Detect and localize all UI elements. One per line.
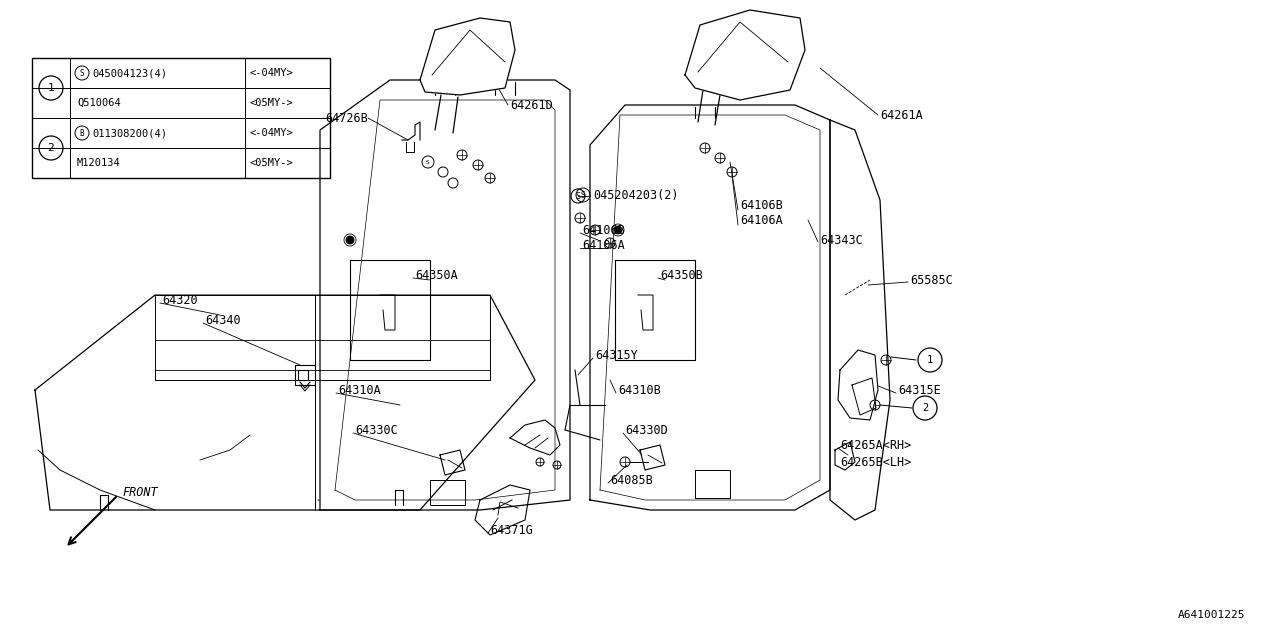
Text: B: B <box>79 129 84 138</box>
Text: 64261A: 64261A <box>881 109 923 122</box>
Polygon shape <box>420 18 515 95</box>
Text: Q510064: Q510064 <box>77 98 120 108</box>
Text: 64726B: 64726B <box>325 111 369 125</box>
Text: <05MY->: <05MY-> <box>250 158 293 168</box>
Text: 64350B: 64350B <box>660 269 703 282</box>
Text: 011308200(4): 011308200(4) <box>92 128 166 138</box>
Circle shape <box>614 226 622 234</box>
Text: 045004123(4): 045004123(4) <box>92 68 166 78</box>
Text: 64265B<LH>: 64265B<LH> <box>840 456 911 468</box>
Polygon shape <box>155 295 490 380</box>
Text: 2: 2 <box>47 143 54 153</box>
Circle shape <box>346 236 355 244</box>
Polygon shape <box>320 80 570 510</box>
Text: 65585C: 65585C <box>910 273 952 287</box>
Text: 64265A<RH>: 64265A<RH> <box>840 438 911 451</box>
Text: FRONT: FRONT <box>122 486 157 499</box>
Text: 64106B: 64106B <box>582 223 625 237</box>
Text: 045204203(2): 045204203(2) <box>593 189 678 202</box>
Text: 2: 2 <box>922 403 928 413</box>
Polygon shape <box>590 105 829 510</box>
Polygon shape <box>829 120 890 520</box>
Text: <-04MY>: <-04MY> <box>250 68 293 78</box>
Text: 64371G: 64371G <box>490 524 532 536</box>
Text: 64315E: 64315E <box>899 383 941 397</box>
Text: 64350A: 64350A <box>415 269 458 282</box>
Text: <-04MY>: <-04MY> <box>250 128 293 138</box>
Text: 64320: 64320 <box>163 294 197 307</box>
Text: S: S <box>576 191 581 200</box>
Text: 64343C: 64343C <box>820 234 863 246</box>
Text: 64330D: 64330D <box>625 424 668 436</box>
Text: 64310A: 64310A <box>338 383 380 397</box>
Text: 64340: 64340 <box>205 314 241 326</box>
Polygon shape <box>685 10 805 100</box>
Text: 64085B: 64085B <box>611 474 653 486</box>
Text: 64310B: 64310B <box>618 383 660 397</box>
Text: <05MY->: <05MY-> <box>250 98 293 108</box>
Polygon shape <box>35 295 535 510</box>
Polygon shape <box>838 350 878 420</box>
Text: S: S <box>426 159 430 164</box>
Text: S: S <box>79 68 84 77</box>
Text: A641001225: A641001225 <box>1178 610 1245 620</box>
Text: M120134: M120134 <box>77 158 120 168</box>
Text: S: S <box>581 191 585 200</box>
Text: 64106A: 64106A <box>582 239 625 252</box>
Text: 64261D: 64261D <box>509 99 553 111</box>
Bar <box>32 58 330 178</box>
Text: 64330C: 64330C <box>355 424 398 436</box>
Text: 64106B: 64106B <box>740 198 783 211</box>
Text: 1: 1 <box>927 355 933 365</box>
Text: 64315Y: 64315Y <box>595 349 637 362</box>
Text: 64106A: 64106A <box>740 214 783 227</box>
Text: 1: 1 <box>47 83 54 93</box>
